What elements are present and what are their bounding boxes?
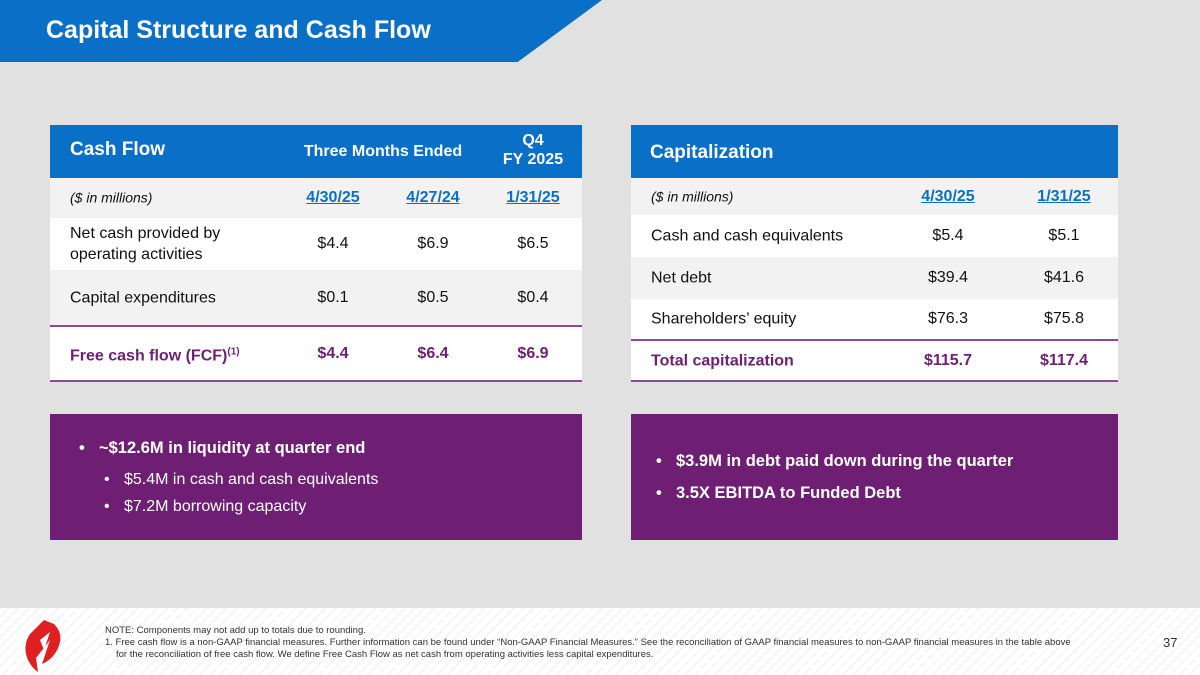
q4-header: Q4 FY 2025 — [502, 132, 564, 168]
capitalization-table: Capitalization ($ in millions) 4/30/25 1… — [631, 125, 1118, 382]
table-row: Capital expenditures $0.1 $0.5 $0.4 — [50, 270, 582, 327]
table-header: Capitalization — [631, 125, 1118, 178]
company-logo-icon — [25, 620, 61, 672]
units-row: ($ in millions) 4/30/25 1/31/25 — [631, 178, 1118, 215]
title-banner — [0, 0, 602, 62]
debt-callout: $3.9M in debt paid down during the quart… — [631, 414, 1118, 540]
table-row: Shareholders’ equity $76.3 $75.8 — [631, 299, 1118, 341]
page-number: 37 — [1163, 635, 1178, 650]
units-row: ($ in millions) 4/30/25 4/27/24 1/31/25 — [50, 178, 582, 218]
period-header: Three Months Ended — [303, 143, 463, 160]
table-row: Net debt $39.4 $41.6 — [631, 257, 1118, 299]
table-row: Cash and cash equivalents $5.4 $5.1 — [651, 227, 1080, 245]
footer: NOTE: Components may not add up to total… — [0, 608, 1200, 675]
table-title: Cash Flow — [70, 139, 166, 160]
total-row: Free cash flow (FCF)(1) $4.4 $6.4 $6.9 — [50, 327, 582, 382]
cash-flow-table: Cash Flow Three Months Ended Q4 FY 2025 (… — [50, 125, 582, 382]
page-title: Capital Structure and Cash Flow — [46, 16, 431, 44]
total-row: Total capitalization $115.7 $117.4 — [631, 341, 1118, 382]
liquidity-callout: ~$12.6M in liquidity at quarter end $5.4… — [50, 414, 582, 540]
table-title: Capitalization — [650, 142, 774, 163]
table-header: Cash Flow Three Months Ended Q4 FY 2025 — [50, 125, 582, 178]
table-row: Net cash provided by operating activities… — [70, 225, 549, 263]
